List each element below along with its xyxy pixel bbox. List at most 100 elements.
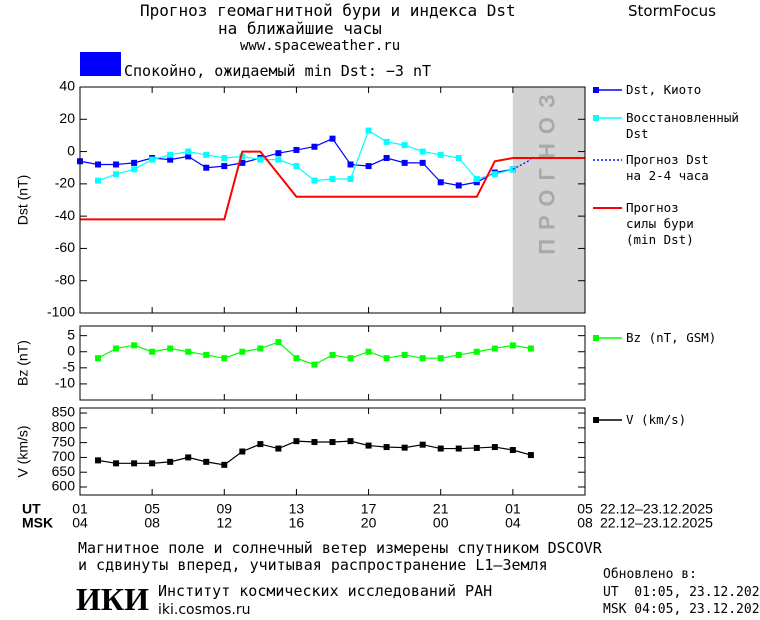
forecast-region: [512, 87, 585, 313]
series-line: [97, 341, 531, 366]
data-point: [257, 345, 264, 352]
y-tick-label: -40: [55, 207, 75, 223]
title: Прогноз геомагнитной бури и индекса Dst: [140, 1, 516, 20]
y-tick-label: -60: [55, 239, 75, 255]
data-point: [149, 348, 156, 355]
url: www.spaceweather.ru: [240, 38, 401, 54]
brand: StormFocus: [628, 2, 716, 20]
y-tick-label: -100: [47, 304, 75, 320]
data-point: [347, 161, 354, 168]
data-point: [455, 445, 462, 452]
data-point: [329, 176, 336, 183]
data-point: [491, 345, 498, 352]
data-point: [419, 159, 426, 166]
data-point: [203, 164, 210, 171]
data-point: [239, 159, 246, 166]
x-tick-label: 09: [216, 501, 232, 517]
data-point: [437, 445, 444, 452]
data-point: [455, 351, 462, 358]
y-axis-label: Dst (nT): [15, 175, 31, 226]
data-point: [527, 452, 534, 459]
institute-url: iki.cosmos.ru: [158, 602, 251, 618]
y-tick-label: 5: [67, 326, 75, 342]
legend-label: Прогноз Dst на 2-4 часа: [626, 152, 709, 183]
data-point: [131, 342, 138, 349]
data-point: [419, 355, 426, 362]
y-tick-label: -5: [63, 359, 76, 375]
y-tick-label: 700: [52, 448, 76, 464]
series-line: [80, 150, 585, 221]
data-point: [437, 355, 444, 362]
data-point: [329, 439, 336, 446]
data-point: [383, 355, 390, 362]
data-point: [167, 345, 174, 352]
data-point: [275, 150, 282, 157]
data-point: [203, 351, 210, 358]
data-point: [437, 179, 444, 186]
forecast-label: ПРОГНОЗ: [535, 85, 560, 255]
data-point: [113, 171, 120, 178]
legend-label: V (km/s): [626, 412, 687, 427]
legend-marker: [593, 335, 599, 341]
data-point: [491, 171, 498, 178]
x-tick-label: 08: [577, 515, 593, 531]
y-tick-label: 650: [52, 463, 76, 479]
data-point: [365, 163, 372, 170]
data-point: [257, 156, 264, 163]
data-point: [383, 155, 390, 162]
data-point: [275, 156, 282, 163]
data-point: [419, 148, 426, 155]
data-point: [185, 148, 192, 155]
x-tick-label: 16: [289, 515, 305, 531]
x-tick-label: 01: [505, 501, 521, 517]
data-point: [455, 182, 462, 189]
data-point: [509, 342, 516, 349]
x-tick-label: 21: [433, 501, 449, 517]
data-point: [293, 438, 300, 445]
data-point: [365, 348, 372, 355]
data-point: [185, 454, 192, 461]
x-tick-label: 05: [144, 501, 160, 517]
y-axis-label: V (km/s): [15, 425, 31, 477]
x-tick-label: 13: [289, 501, 305, 517]
data-point: [113, 161, 120, 168]
data-point: [365, 442, 372, 449]
data-point: [131, 460, 138, 467]
legend-marker: [593, 115, 599, 121]
x-tick-label: 01: [72, 501, 88, 517]
data-point: [401, 142, 408, 149]
x-tick-label: 05: [577, 501, 593, 517]
data-point: [149, 156, 156, 163]
status-text: Спокойно, ожидаемый min Dst: −3 nT: [124, 62, 432, 80]
data-point: [347, 176, 354, 183]
data-point: [293, 146, 300, 153]
y-tick-label: -20: [55, 175, 75, 191]
series-line: [97, 129, 514, 182]
data-point: [239, 348, 246, 355]
data-point: [167, 156, 174, 163]
data-point: [329, 135, 336, 142]
data-point: [167, 458, 174, 465]
data-point: [149, 460, 156, 467]
x-tick-label: 08: [144, 515, 160, 531]
legend-label: Dst, Киото: [626, 82, 702, 97]
legend-marker: [593, 87, 599, 93]
data-point: [95, 177, 102, 184]
x-tick-label: 04: [72, 515, 88, 531]
data-point: [473, 179, 480, 186]
data-point: [221, 461, 228, 468]
data-point: [311, 143, 318, 150]
data-point: [527, 345, 534, 352]
legend-marker: [593, 417, 599, 423]
data-point: [401, 351, 408, 358]
status-indicator: [80, 52, 121, 76]
data-point: [293, 163, 300, 170]
x-date-range: 22.12–23.12.2025: [600, 515, 713, 531]
updated-ut: UT 01:05, 23.12.2025: [603, 585, 760, 600]
y-tick-label: 20: [59, 110, 75, 126]
updated-label: Обновлено в:: [603, 567, 697, 582]
data-point: [167, 151, 174, 158]
y-tick-label: 750: [52, 433, 76, 449]
data-point: [113, 460, 120, 467]
